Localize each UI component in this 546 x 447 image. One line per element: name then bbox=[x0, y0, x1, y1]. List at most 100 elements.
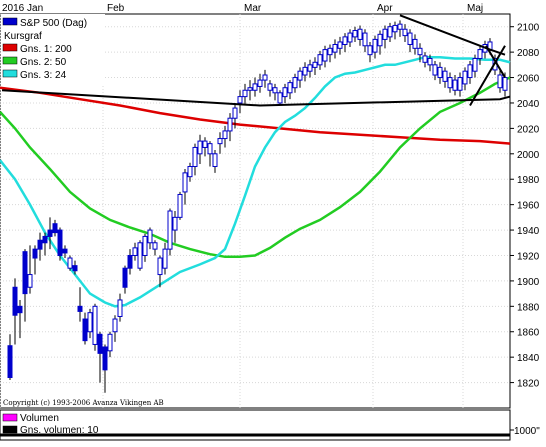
y-tick-labels: 1820 1840 1860 1880 1900 1920 1940 1960 1980 2000… bbox=[510, 23, 540, 390]
candle-body bbox=[102, 346, 108, 371]
candle-body bbox=[452, 79, 458, 91]
candle-body bbox=[432, 64, 438, 76]
y-tick-label: 2020 bbox=[517, 124, 540, 135]
legend-swatch bbox=[2, 69, 18, 78]
candle-body bbox=[57, 229, 63, 256]
candle-body bbox=[357, 28, 363, 40]
candle-body bbox=[157, 257, 163, 276]
candle-body bbox=[47, 229, 53, 237]
candle-body bbox=[327, 47, 333, 56]
candle-body bbox=[362, 32, 368, 47]
candle-body bbox=[32, 248, 38, 259]
candle-body bbox=[297, 70, 303, 81]
candle-body bbox=[117, 299, 123, 317]
y-tick-label: 2100 bbox=[517, 23, 540, 34]
candle-body bbox=[212, 153, 218, 168]
candle-body bbox=[17, 305, 23, 314]
candle-body bbox=[197, 140, 203, 155]
y-tick-label: 1980 bbox=[517, 175, 540, 186]
candle-body bbox=[237, 96, 243, 104]
y-tick-label: 1960 bbox=[517, 201, 540, 212]
candle-body bbox=[407, 32, 413, 46]
candle-body bbox=[97, 333, 103, 354]
trendline bbox=[485, 45, 506, 79]
candle-body bbox=[347, 32, 353, 43]
candle-body bbox=[412, 38, 418, 49]
candle-body bbox=[342, 36, 348, 46]
candle-body bbox=[292, 77, 298, 89]
legend-label: S&P 500 (Dag) bbox=[20, 18, 87, 29]
legend-label: Gns. 3: 24 bbox=[20, 70, 67, 81]
candle-body bbox=[467, 64, 473, 79]
candle-body bbox=[92, 305, 98, 345]
volume-legend-label: Volumen bbox=[20, 413, 59, 424]
candle-body bbox=[462, 70, 468, 85]
candle-body bbox=[337, 41, 343, 49]
candle-body bbox=[447, 77, 453, 89]
candle-body bbox=[162, 248, 168, 269]
candle-body bbox=[222, 130, 228, 140]
candle-body bbox=[437, 66, 443, 79]
candle-body bbox=[382, 28, 388, 40]
candle-body bbox=[262, 74, 268, 81]
candle-body bbox=[152, 242, 158, 250]
candle-body bbox=[352, 30, 358, 38]
candle-body bbox=[87, 312, 93, 333]
candle-body bbox=[72, 265, 78, 272]
month-label: Apr bbox=[377, 3, 393, 14]
candle-body bbox=[242, 89, 248, 98]
candle-body bbox=[202, 140, 208, 148]
candle-body bbox=[497, 74, 503, 89]
moving-averages bbox=[0, 55, 511, 308]
y-tick-label: 2060 bbox=[517, 74, 540, 85]
candle-body bbox=[37, 239, 43, 250]
candle-body bbox=[442, 70, 448, 82]
candle-body bbox=[137, 242, 143, 269]
y-tick-label: 1840 bbox=[517, 353, 540, 364]
y-tick-label: 1900 bbox=[517, 277, 540, 288]
legend-swatch bbox=[2, 17, 18, 26]
candle-body bbox=[7, 345, 13, 378]
candle-body bbox=[142, 235, 148, 256]
candle-body bbox=[472, 57, 478, 72]
candle-body bbox=[167, 210, 173, 250]
legend-background bbox=[1, 14, 105, 84]
legend: S&P 500 (Dag) Kursgraf Gns. 1: 200 Gns. 2: … bbox=[1, 14, 105, 84]
volume-legend-swatch bbox=[2, 413, 18, 422]
y-tick-label: 2000 bbox=[517, 150, 540, 161]
candle-body bbox=[132, 247, 138, 256]
candle-body bbox=[317, 54, 323, 66]
candle-body bbox=[227, 117, 233, 132]
candle-body bbox=[267, 83, 273, 91]
candle-body bbox=[502, 77, 508, 91]
candle-body bbox=[372, 38, 378, 53]
trendlines bbox=[1, 14, 511, 107]
trendline bbox=[469, 45, 506, 107]
candle-body bbox=[477, 49, 483, 59]
candle-body bbox=[422, 55, 428, 63]
candle-body bbox=[332, 44, 338, 53]
candle-body bbox=[62, 248, 68, 254]
candle-body bbox=[67, 257, 73, 269]
copyright-text: Copyright (c) 1993-2006 Avanza Vikingen … bbox=[3, 399, 164, 407]
year-label: 2016 Jan bbox=[2, 3, 43, 14]
candle-body bbox=[82, 318, 88, 342]
candle-body bbox=[77, 305, 83, 312]
legend-swatch bbox=[2, 43, 18, 52]
candle-body bbox=[147, 229, 153, 244]
legend-label: Gns. 1: 200 bbox=[20, 44, 72, 55]
legend-swatch bbox=[2, 56, 18, 65]
candle-body bbox=[27, 274, 33, 288]
series-line bbox=[0, 86, 511, 145]
candle-body bbox=[107, 333, 113, 352]
candle-body bbox=[387, 26, 393, 38]
month-label: Mar bbox=[244, 3, 262, 14]
series-line bbox=[0, 76, 511, 259]
y-tick-label: 1820 bbox=[517, 379, 540, 390]
y-tick-label: 1940 bbox=[517, 226, 540, 237]
volume-tick-label: 1000" bbox=[514, 426, 540, 437]
candle-body bbox=[302, 66, 308, 76]
candle-body bbox=[232, 107, 238, 119]
